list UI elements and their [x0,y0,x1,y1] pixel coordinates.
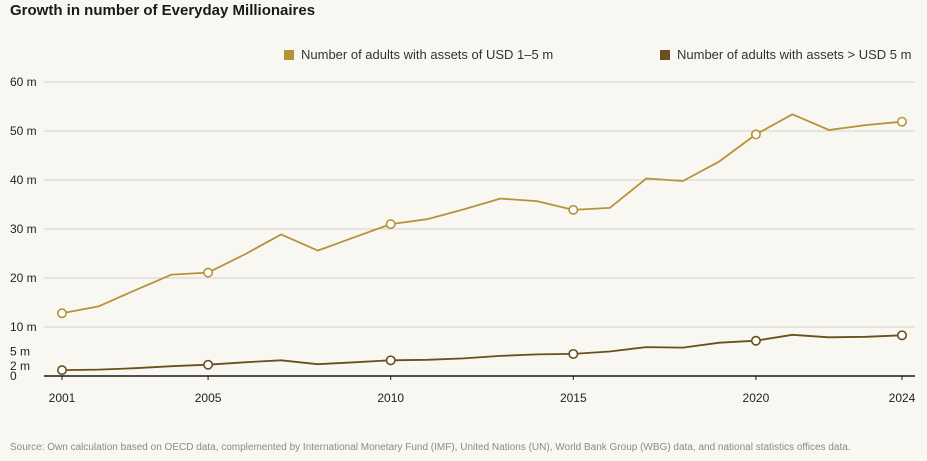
legend-item-series-2: Number of adults with assets > USD 5 m [660,47,911,62]
legend-swatch-series-1 [284,49,294,60]
x-tick-label: 2024 [889,391,916,405]
y-tick-label: 5 m [10,345,30,359]
y-tick-label: 10 m [10,320,37,334]
data-point-series-1 [750,129,761,140]
y-tick-label: 40 m [10,173,37,187]
x-tick-label: 2020 [743,391,770,405]
y-tick-label: 60 m [10,75,37,89]
data-point-series-2 [385,355,396,366]
y-tick-label: 30 m [10,222,37,236]
legend-label-series-2: Number of adults with assets > USD 5 m [677,47,912,62]
line-chart: 02 m5 m 10 m 20 m 30 m 40 m 50 m 60 m 2001 2005 2… [10,75,916,405]
data-point-series-1 [385,219,396,230]
series-line-2 [61,333,903,371]
data-point-series-2 [896,330,907,341]
x-tick-label: 2001 [49,391,76,405]
y-tick-label: 50 m [10,124,37,138]
x-tick-label: 2010 [377,391,404,405]
y-tick-label: 20 m [10,271,37,285]
legend-item-series-1: Number of adults with assets of USD 1–5 … [284,47,553,62]
data-point-series-2 [203,359,214,370]
source-note: Source: Own calculation based on OECD da… [10,442,851,453]
data-point-series-1 [896,116,907,127]
series-line-1 [61,113,903,315]
y-tick-label: 2 m [10,359,30,373]
data-point-series-1 [56,308,67,319]
legend-swatch-series-2 [660,49,670,60]
data-point-series-2 [750,335,761,346]
x-tick-label: 2015 [560,391,587,405]
y-tick-label: 0 [10,369,17,383]
chart-title: Growth in number of Everyday Millionaire… [10,2,316,19]
data-point-series-2 [56,365,67,376]
data-point-series-1 [203,267,214,278]
legend-label-series-1: Number of adults with assets of USD 1–5 … [301,47,554,62]
x-tick-label: 2005 [195,391,222,405]
data-point-series-1 [568,204,579,215]
data-point-series-2 [568,348,579,359]
